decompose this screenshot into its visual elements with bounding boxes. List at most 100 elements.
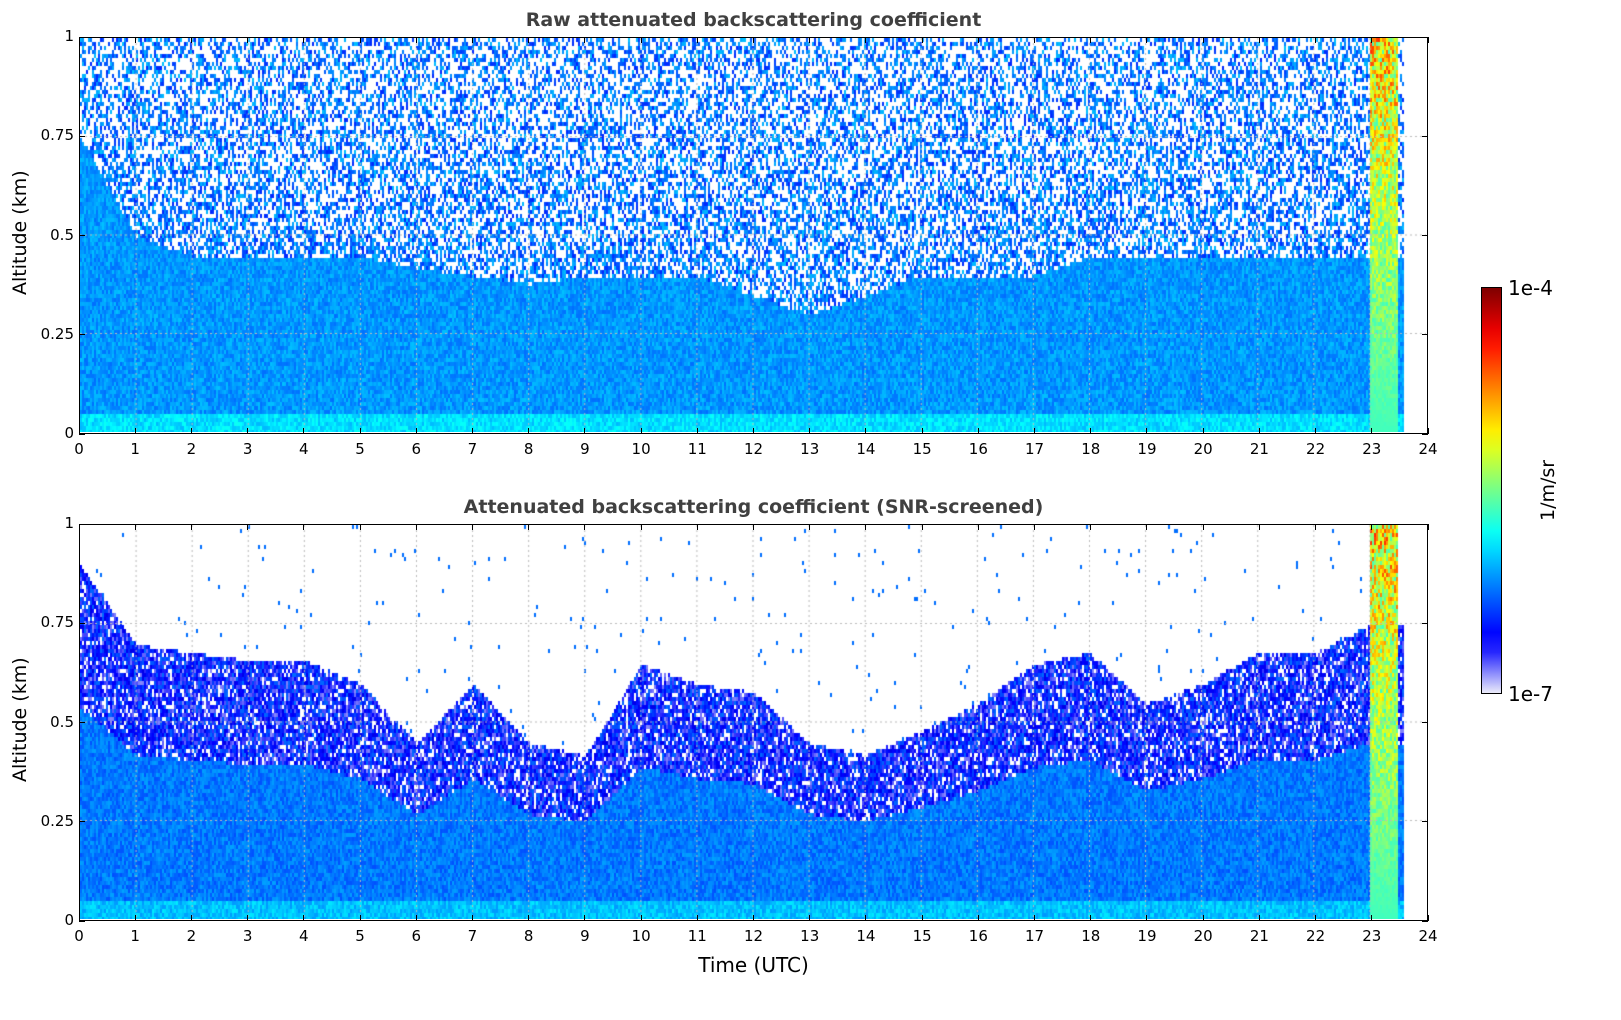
x-tick-mark xyxy=(190,428,192,434)
x-tick-mark xyxy=(359,524,361,530)
x-tick-mark xyxy=(471,915,473,921)
x-tick-mark xyxy=(1202,524,1204,530)
y-tick-mark xyxy=(79,722,85,723)
x-tick-label: 3 xyxy=(242,440,253,458)
x-tick-mark xyxy=(1034,524,1036,530)
x-tick-mark xyxy=(134,524,136,530)
x-tick-label: 9 xyxy=(580,440,590,458)
colorbar-label: 1/m/sr xyxy=(1537,459,1559,521)
x-tick-label: 20 xyxy=(1193,440,1213,458)
x-tick-mark xyxy=(584,428,586,434)
x-tick-mark xyxy=(809,428,811,434)
y-tick-mark xyxy=(1422,523,1428,525)
x-tick-mark xyxy=(753,915,754,921)
x-tick-mark xyxy=(865,428,867,434)
x-tick-mark xyxy=(528,524,530,530)
x-tick-mark xyxy=(1258,524,1260,530)
x-tick-mark xyxy=(1034,37,1036,43)
x-tick-mark xyxy=(190,915,192,921)
x-tick-label: 13 xyxy=(800,440,820,458)
y-tick-mark xyxy=(1422,622,1428,624)
y-tick-label: 0.5 xyxy=(50,225,74,244)
x-tick-mark xyxy=(640,37,642,43)
x-tick-label: 3 xyxy=(242,927,253,945)
x-tick-mark xyxy=(359,37,361,43)
x-tick-mark xyxy=(1315,37,1317,43)
x-tick-mark xyxy=(528,915,530,921)
y-tick-mark xyxy=(1422,135,1428,137)
x-tick-label: 11 xyxy=(687,440,707,458)
x-tick-mark xyxy=(247,915,249,921)
x-tick-label: 18 xyxy=(1081,927,1101,945)
x-tick-label: 12 xyxy=(743,927,764,945)
x-tick-mark xyxy=(471,524,473,530)
x-tick-mark xyxy=(134,915,136,921)
x-tick-mark xyxy=(921,428,923,434)
x-tick-label: 16 xyxy=(968,927,988,945)
x-tick-mark xyxy=(1427,428,1429,434)
x-tick-mark xyxy=(1202,915,1204,921)
x-tick-label: 5 xyxy=(355,440,365,458)
x-tick-mark xyxy=(921,915,923,921)
x-tick-mark xyxy=(415,915,417,921)
x-tick-mark xyxy=(247,428,249,434)
colorbar-min-label: 1e-7 xyxy=(1508,682,1553,706)
x-tick-mark xyxy=(1258,37,1260,43)
x-tick-mark xyxy=(1427,915,1429,921)
top-heatmap xyxy=(80,38,1426,432)
y-tick-label: 0 xyxy=(64,424,74,442)
x-tick-mark xyxy=(1315,428,1317,434)
x-tick-mark xyxy=(640,915,642,921)
x-tick-label: 14 xyxy=(856,440,876,458)
x-tick-mark xyxy=(865,915,867,921)
y-tick-mark xyxy=(1422,334,1428,336)
x-tick-label: 6 xyxy=(411,927,422,945)
x-tick-mark xyxy=(78,915,80,921)
y-tick-mark xyxy=(79,36,85,38)
x-tick-mark xyxy=(1427,37,1429,43)
y-tick-label: 0.5 xyxy=(50,712,74,731)
x-tick-mark xyxy=(1034,915,1036,921)
x-tick-mark xyxy=(1258,428,1260,434)
x-tick-mark xyxy=(247,37,249,43)
x-tick-mark xyxy=(1371,37,1373,43)
x-tick-label: 24 xyxy=(1418,440,1438,458)
x-tick-label: 1 xyxy=(130,927,140,945)
y-tick-label: 0.25 xyxy=(40,324,74,343)
x-tick-label: 20 xyxy=(1193,927,1213,945)
x-tick-mark xyxy=(1146,915,1148,921)
x-tick-mark xyxy=(303,428,305,434)
x-tick-mark xyxy=(584,37,586,43)
x-tick-label: 2 xyxy=(186,440,197,458)
y-tick-mark xyxy=(79,821,85,823)
x-tick-mark xyxy=(528,428,530,434)
bottom-plot-title: Attenuated backscattering coefficient (S… xyxy=(463,496,1044,518)
x-tick-label: 8 xyxy=(523,440,534,458)
x-tick-label: 6 xyxy=(411,440,422,458)
x-tick-mark xyxy=(1090,37,1092,43)
y-tick-mark xyxy=(79,622,85,624)
x-tick-label: 11 xyxy=(687,927,707,945)
x-tick-label: 5 xyxy=(355,927,365,945)
y-tick-label: 0 xyxy=(64,911,74,929)
x-tick-mark xyxy=(247,524,249,530)
x-tick-label: 21 xyxy=(1249,440,1269,458)
x-tick-mark xyxy=(415,37,417,43)
x-tick-label: 9 xyxy=(580,927,590,945)
x-tick-label: 12 xyxy=(743,440,764,458)
x-tick-mark xyxy=(134,428,136,434)
x-tick-mark xyxy=(134,37,136,43)
x-tick-label: 23 xyxy=(1362,927,1382,945)
x-tick-mark xyxy=(977,428,979,434)
x-tick-label: 24 xyxy=(1418,927,1438,945)
x-tick-label: 4 xyxy=(299,440,309,458)
top-plot-title: Raw attenuated backscattering coefficien… xyxy=(525,9,982,31)
x-tick-mark xyxy=(1090,524,1092,530)
x-tick-mark xyxy=(1371,915,1373,921)
y-tick-mark xyxy=(1422,821,1428,823)
x-tick-label: 0 xyxy=(74,927,84,945)
x-tick-mark xyxy=(359,915,361,921)
x-tick-label: 14 xyxy=(856,927,876,945)
y-tick-mark xyxy=(1422,235,1428,236)
y-tick-label: 1 xyxy=(64,27,74,45)
